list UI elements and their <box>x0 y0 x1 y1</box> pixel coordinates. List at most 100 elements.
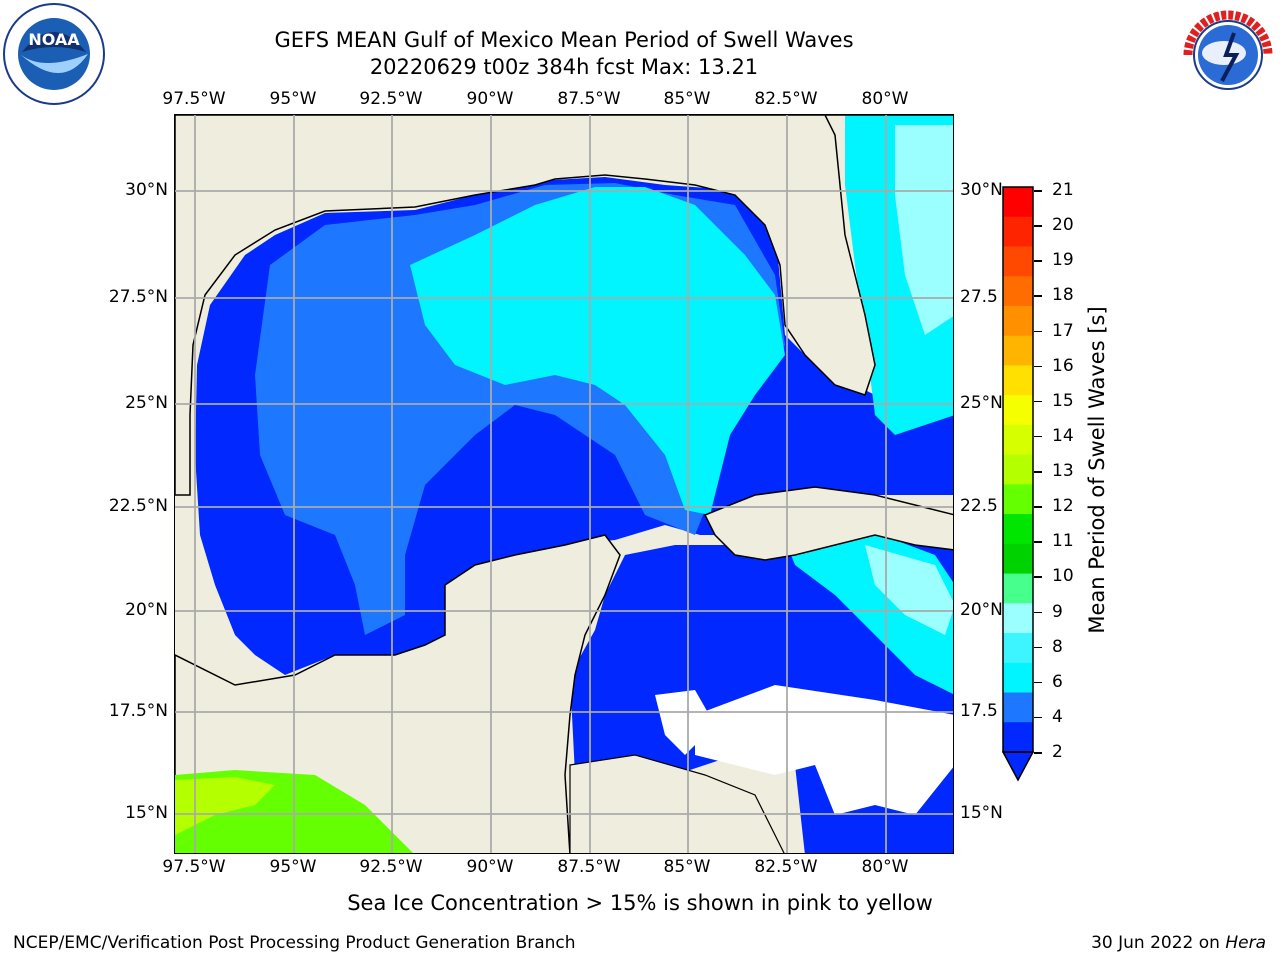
footer-credit: NCEP/EMC/Verification Post Processing Pr… <box>13 933 576 953</box>
colorbar-tick <box>1034 752 1042 754</box>
colorbar-tick-label: 15 <box>1052 390 1074 411</box>
colorbar-tick <box>1034 646 1042 649</box>
lat-label-right: 22.5 <box>960 496 998 516</box>
lon-label-bottom: 82.5°W <box>754 857 818 877</box>
lat-label-right: 30°N <box>960 180 1003 200</box>
colorbar-segment <box>1003 514 1033 545</box>
colorbar-tick-label: 13 <box>1052 461 1074 481</box>
colorbar-tick <box>1034 506 1042 508</box>
colorbar-segment <box>1003 424 1033 456</box>
colorbar-tick-label: 10 <box>1052 566 1074 587</box>
lat-label-left: 22.5°N <box>108 496 168 516</box>
colorbar-tick <box>1034 260 1042 262</box>
lat-label-right: 17.5 <box>960 701 998 721</box>
colorbar-tick <box>1034 225 1042 227</box>
colorbar-tick <box>1034 295 1042 297</box>
colorbar-segment <box>1003 603 1033 634</box>
colorbar-tick <box>1034 435 1042 438</box>
colorbar-segment <box>1003 305 1033 337</box>
lon-label-bottom: 80°W <box>861 857 909 877</box>
colorbar-segment <box>1003 484 1033 515</box>
colorbar-segment <box>1003 454 1033 485</box>
colorbar-tick-label: 20 <box>1052 215 1074 236</box>
atlantic-water-band-8-9 <box>895 125 953 335</box>
lat-label-right: 20°N <box>960 600 1003 620</box>
footer-date-text: 30 Jun 2022 on <box>1091 933 1226 953</box>
lat-label-left: 30°N <box>125 180 168 200</box>
chart-title: GEFS MEAN Gulf of Mexico Mean Period of … <box>274 28 854 52</box>
no-data-area-2 <box>655 690 715 755</box>
colorbar-tick <box>1034 365 1042 368</box>
lat-label-left: 17.5°N <box>108 701 168 721</box>
colorbar-tick-label: 16 <box>1052 355 1074 376</box>
lat-label-right: 15°N <box>960 803 1003 823</box>
lat-label-left: 15°N <box>125 803 168 823</box>
colorbar-segment <box>1003 365 1033 396</box>
swell-period-map <box>175 115 953 853</box>
lon-label-top: 97.5°W <box>162 89 226 109</box>
lon-label-top: 87.5°W <box>557 89 621 109</box>
lat-label-left: 20°N <box>125 600 168 620</box>
colorbar-tick <box>1034 471 1042 473</box>
colorbar-segment <box>1003 246 1033 277</box>
colorbar-tick-label: 19 <box>1052 250 1074 271</box>
colorbar-tick-label: 9 <box>1052 601 1063 622</box>
colorbar <box>1002 186 1034 782</box>
colorbar-tick-label: 11 <box>1052 531 1074 552</box>
lat-label-left: 27.5°N <box>108 287 168 307</box>
colorbar-segment <box>1003 335 1033 366</box>
colorbar-tick <box>1034 190 1042 192</box>
lat-label-right: 27.5 <box>960 287 998 307</box>
sea-ice-note: Sea Ice Concentration > 15% is shown in … <box>347 891 933 915</box>
lon-label-bottom: 92.5°W <box>359 857 423 877</box>
colorbar-segment <box>1003 276 1033 307</box>
colorbar-tick-label: 2 <box>1052 742 1063 762</box>
colorbar-tick-label: 14 <box>1052 425 1074 446</box>
lon-label-top: 85°W <box>663 89 711 109</box>
colorbar-tick-label: 17 <box>1052 320 1074 341</box>
colorbar-segment <box>1003 633 1033 664</box>
caribbean-water-band-8-9 <box>865 545 953 635</box>
lat-label-right: 25°N <box>960 393 1003 413</box>
no-data-area <box>695 685 953 815</box>
lon-label-bottom: 95°W <box>269 857 317 877</box>
lon-label-bottom: 97.5°W <box>162 857 226 877</box>
lat-label-left: 25°N <box>125 393 168 413</box>
lon-label-top: 82.5°W <box>754 89 818 109</box>
colorbar-tick <box>1034 611 1042 613</box>
graticule <box>175 115 953 853</box>
land-central-america <box>569 754 785 853</box>
lon-label-bottom: 85°W <box>663 857 711 877</box>
colorbar-tick <box>1034 330 1042 332</box>
colorbar-segment <box>1003 692 1033 723</box>
lon-label-top: 95°W <box>269 89 317 109</box>
gulf-water-band-6-8 <box>410 187 785 515</box>
colorbar-tick <box>1034 576 1042 578</box>
colorbar-tick-label: 8 <box>1052 636 1063 657</box>
colorbar-title: Mean Period of Swell Waves [s] <box>1085 306 1109 634</box>
colorbar-tick <box>1034 716 1042 719</box>
footer-machine: Hera <box>1225 933 1266 953</box>
colorbar-tick <box>1034 681 1042 684</box>
colorbar-tick-label: 4 <box>1052 706 1063 727</box>
footer-date: 30 Jun 2022 on Hera <box>1091 933 1266 953</box>
colorbar-tick-label: 12 <box>1052 496 1074 517</box>
colorbar-segment <box>1003 662 1033 694</box>
colorbar-tick-label: 6 <box>1052 671 1063 692</box>
colorbar-tick <box>1034 400 1042 403</box>
colorbar-segment <box>1003 216 1033 247</box>
colorbar-tick-label: 21 <box>1052 180 1074 200</box>
colorbar-segment <box>1003 573 1033 604</box>
lon-label-top: 80°W <box>861 89 909 109</box>
colorbar-segment <box>1003 395 1033 426</box>
pacific-water-band-12-13 <box>175 777 275 835</box>
colorbar-tick <box>1034 541 1042 543</box>
chart-subtitle: 20220629 t00z 384h fcst Max: 13.21 <box>369 55 759 79</box>
land-north-coast <box>175 115 953 496</box>
lon-label-top: 90°W <box>466 89 514 109</box>
map-panel <box>174 114 954 854</box>
colorbar-tick-label: 18 <box>1052 285 1074 306</box>
colorbar-extend-arrow <box>1002 751 1034 782</box>
noaa-logo: NOAA <box>3 3 105 105</box>
lon-label-top: 92.5°W <box>359 89 423 109</box>
